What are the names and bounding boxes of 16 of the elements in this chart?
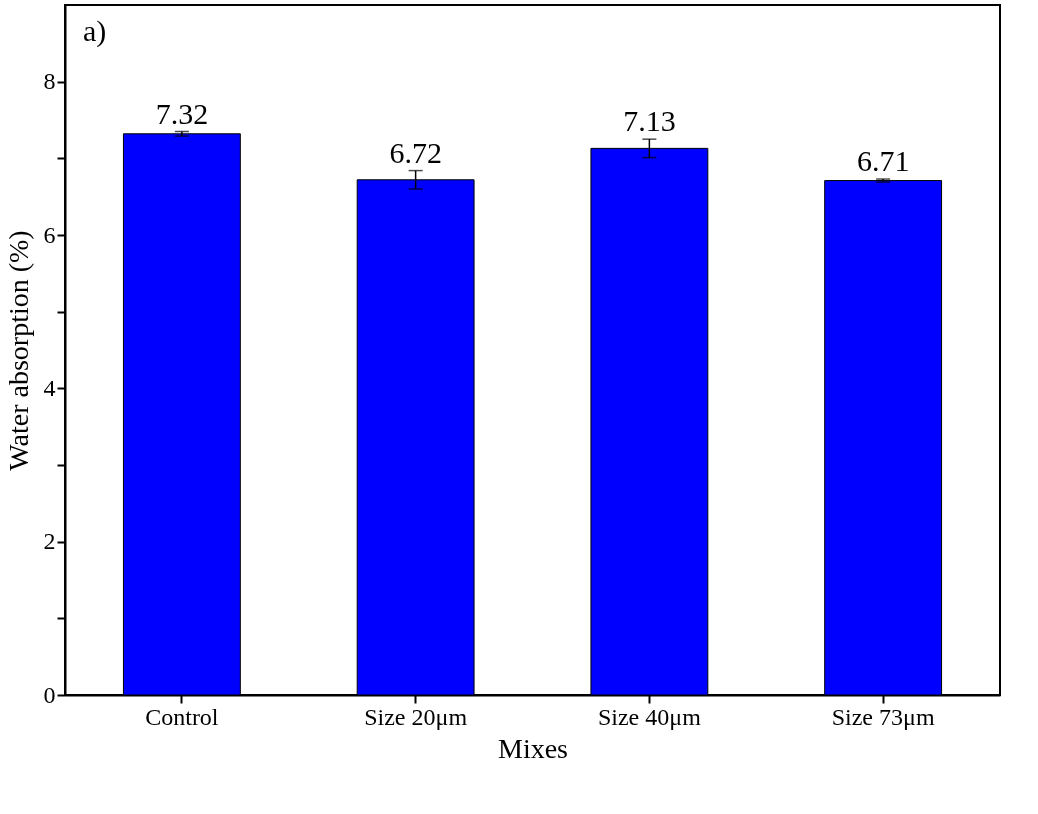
x-tick-label: Size 73μm xyxy=(831,703,935,730)
y-tick-label: 6 xyxy=(43,221,56,248)
y-axis-title: Water absorption (%) xyxy=(2,230,34,471)
y-tick-label: 8 xyxy=(43,68,56,95)
annotation: a) xyxy=(83,14,107,48)
x-axis-title: Mixes xyxy=(498,732,568,764)
data-label: 6.71 xyxy=(856,144,910,178)
x-tick-label: Control xyxy=(145,703,219,730)
x-tick-label: Size 20μm xyxy=(364,703,468,730)
x-tick-label: Size 40μm xyxy=(597,703,702,730)
data-label: 6.72 xyxy=(389,135,442,169)
y-tick-label: 2 xyxy=(43,528,56,555)
data-label: 7.13 xyxy=(623,104,676,138)
y-tick-label: 0 xyxy=(43,681,56,708)
y-tick-label: 4 xyxy=(43,374,56,401)
data-label: 7.32 xyxy=(155,96,209,130)
